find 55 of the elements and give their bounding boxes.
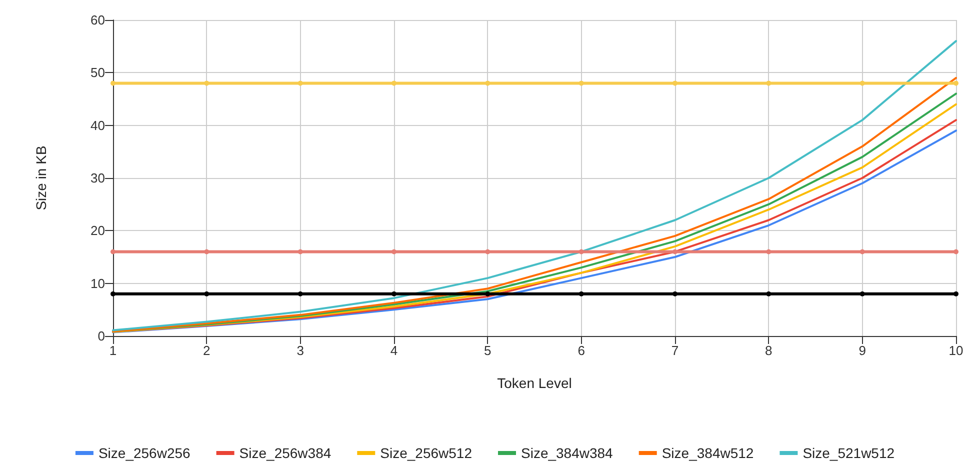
point bbox=[672, 80, 678, 86]
y-tick-label: 50 bbox=[90, 65, 105, 80]
point bbox=[672, 249, 678, 254]
point bbox=[110, 291, 116, 296]
point bbox=[578, 249, 584, 254]
point bbox=[860, 80, 865, 86]
y-axis-title: Size in KB bbox=[33, 146, 49, 210]
point bbox=[204, 249, 210, 254]
legend-label: Size_256w384 bbox=[239, 445, 332, 461]
x-tick-label: 10 bbox=[948, 343, 964, 358]
point bbox=[860, 249, 865, 254]
x-tick-label: 9 bbox=[858, 343, 866, 358]
point bbox=[485, 80, 490, 86]
point bbox=[766, 249, 772, 254]
point bbox=[204, 291, 210, 296]
point bbox=[392, 291, 396, 296]
point bbox=[204, 80, 210, 86]
y-tick-label: 30 bbox=[90, 170, 105, 186]
x-tick-label: 6 bbox=[578, 343, 585, 358]
x-tick-label: 8 bbox=[765, 343, 772, 358]
x-tick-label: 7 bbox=[671, 343, 679, 358]
y-tick-label: 0 bbox=[98, 328, 105, 344]
y-tick-label: 40 bbox=[90, 118, 105, 133]
x-tick-label: 4 bbox=[390, 343, 398, 358]
point bbox=[298, 291, 303, 296]
point bbox=[298, 249, 303, 254]
legend-label: Size_256w256 bbox=[98, 445, 191, 461]
y-tick-label: 10 bbox=[90, 276, 105, 291]
legend-label: Size_256w512 bbox=[380, 445, 472, 461]
y-tick-label: 60 bbox=[90, 12, 105, 28]
point bbox=[110, 249, 116, 254]
point bbox=[578, 80, 584, 86]
x-tick-label: 3 bbox=[296, 343, 304, 358]
point bbox=[766, 80, 772, 86]
legend-label: Size_384w384 bbox=[521, 445, 614, 461]
point bbox=[578, 291, 584, 296]
point bbox=[485, 291, 490, 296]
x-axis-title: Token Level bbox=[497, 375, 572, 391]
point bbox=[766, 291, 772, 296]
x-tick-label: 5 bbox=[484, 343, 492, 358]
x-tick-label: 2 bbox=[203, 343, 210, 358]
legend-label: Size_384w512 bbox=[662, 445, 754, 461]
point bbox=[298, 80, 303, 86]
point bbox=[672, 291, 678, 296]
legend-label: Size_521w512 bbox=[802, 445, 895, 461]
y-tick-label: 20 bbox=[90, 223, 105, 238]
point bbox=[954, 80, 958, 86]
point bbox=[110, 80, 116, 86]
point bbox=[954, 249, 958, 254]
point bbox=[954, 291, 958, 296]
x-tick-label: 1 bbox=[109, 343, 117, 358]
point bbox=[485, 249, 490, 254]
point bbox=[860, 291, 865, 296]
point bbox=[392, 249, 396, 254]
point bbox=[392, 80, 396, 86]
